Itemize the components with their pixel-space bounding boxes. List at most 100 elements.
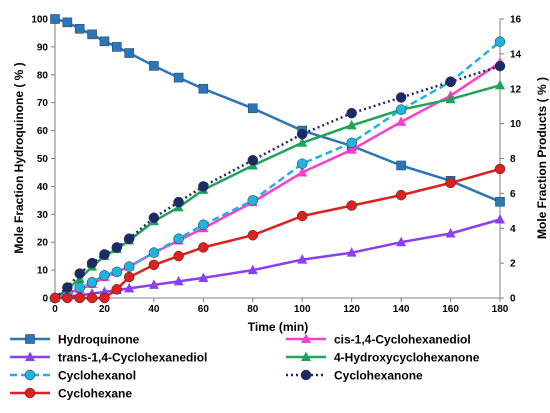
data-point (445, 227, 456, 238)
data-point (296, 210, 308, 222)
data-point (396, 116, 407, 126)
y-right-axis-title: Mole Fraction Products ( % ) (535, 77, 549, 239)
data-point (111, 284, 123, 295)
data-point (74, 292, 85, 304)
y-right-tick-label: 14 (510, 49, 522, 60)
legend-marker (24, 387, 36, 399)
legend-label: Hydroquinone (58, 333, 140, 347)
legend-item-hydroquinone: Hydroquinone (10, 333, 140, 347)
data-point (123, 261, 135, 272)
data-point (111, 266, 123, 278)
x-tick-label: 140 (393, 304, 410, 315)
series-line (54, 84, 501, 300)
data-point (198, 181, 209, 192)
legend-label: Cyclohexane (58, 387, 132, 401)
data-point (494, 60, 506, 72)
y-left-tick-label: 50 (37, 154, 49, 165)
data-point (99, 249, 110, 260)
data-point (49, 292, 61, 304)
series-line (54, 64, 501, 299)
data-point (296, 158, 308, 169)
legend-marker (25, 334, 35, 344)
data-point (112, 42, 122, 52)
data-point (148, 212, 160, 224)
data-point (74, 268, 85, 279)
data-point (297, 166, 308, 177)
data-point (62, 17, 73, 28)
legend-label: trans-1,4-Cyclohexanediol (58, 351, 207, 365)
data-point (148, 259, 160, 271)
data-point (395, 104, 407, 115)
data-point (123, 271, 135, 283)
data-point (247, 264, 258, 275)
legend-item-cis-1-4-cyclohexanediol: cis-1,4-Cyclohexanediol (286, 333, 471, 347)
data-point (99, 292, 110, 304)
data-point (173, 196, 184, 208)
data-point (111, 242, 123, 253)
x-tick-label: 80 (247, 304, 259, 315)
data-point (395, 189, 407, 201)
data-point (50, 14, 60, 24)
data-point (445, 177, 456, 189)
data-point (149, 61, 159, 71)
data-point (346, 200, 357, 211)
y-right-tick-label: 10 (510, 119, 522, 130)
data-point (445, 76, 456, 88)
legend-label: cis-1,4-Cyclohexanediol (334, 333, 471, 347)
y-right-tick-label: 12 (510, 84, 522, 95)
chart-ticks: 0 20 40 60 80 100 120 140 160 1800102030405060708… (31, 15, 521, 316)
data-point (346, 119, 357, 130)
data-point (297, 254, 308, 264)
y-right-tick-label: 2 (510, 259, 516, 270)
data-point (297, 137, 308, 147)
legend-label: Cyclohexanone (334, 369, 423, 383)
x-tick-label: 180 (492, 304, 509, 315)
legend: Hydroquinone cis-1,4-Cyclohexanediol trans… (10, 333, 480, 401)
series-cyclohexane (49, 163, 506, 304)
y-left-tick-label: 20 (37, 238, 49, 249)
legend-item-cyclohexanone: Cyclohexanone (286, 369, 423, 383)
data-point (74, 282, 85, 293)
data-point (173, 250, 184, 262)
data-point (346, 144, 357, 154)
y-left-tick-label: 0 (42, 294, 48, 305)
data-point (198, 219, 209, 231)
data-point (198, 272, 209, 282)
data-point (247, 154, 259, 166)
data-point (198, 242, 209, 253)
y-left-tick-label: 90 (37, 42, 49, 53)
legend-marker (301, 351, 311, 361)
data-point (396, 236, 407, 247)
legend-item-cyclohexanol: Cyclohexanol (10, 369, 136, 383)
data-point (86, 277, 98, 288)
data-point (87, 29, 97, 40)
legend-item-cyclohexane: Cyclohexane (10, 387, 132, 401)
y-left-tick-label: 100 (31, 15, 48, 26)
data-point (99, 270, 110, 281)
y-left-tick-label: 70 (37, 98, 49, 109)
data-point (247, 229, 259, 241)
series-cyclohexanone (49, 60, 506, 304)
data-point (173, 72, 184, 83)
data-point (346, 107, 357, 119)
data-point (148, 279, 159, 289)
x-tick-label: 160 (442, 304, 459, 315)
data-point (494, 163, 506, 175)
series-line (54, 61, 501, 300)
legend-marker (25, 351, 35, 361)
chart-series (49, 14, 506, 304)
data-point (346, 247, 357, 257)
data-point (346, 137, 357, 149)
legend-marker (300, 369, 312, 381)
legend-marker (301, 333, 311, 343)
legend-label: Cyclohexanol (58, 369, 136, 383)
x-tick-label: 100 (294, 304, 311, 315)
data-point (62, 282, 73, 293)
series-line (54, 218, 501, 300)
data-point (495, 79, 505, 90)
data-point (86, 292, 98, 304)
series-line (55, 167, 501, 300)
series-cyclohexanol (49, 36, 506, 304)
data-point (74, 23, 85, 34)
